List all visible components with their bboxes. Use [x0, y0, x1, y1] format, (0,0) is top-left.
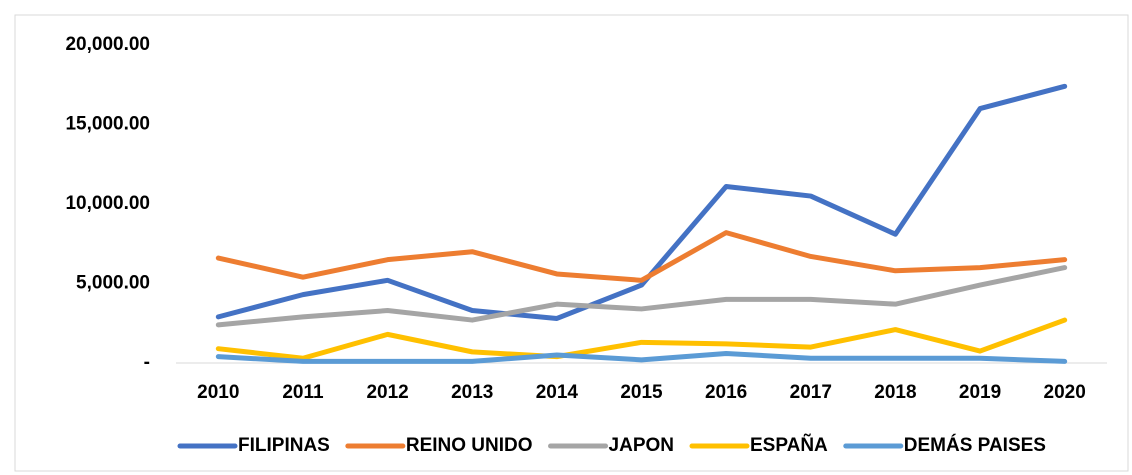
x-tick-label: 2011 — [282, 382, 324, 403]
series-line — [215, 83, 1068, 321]
y-tick-label: - — [144, 352, 150, 373]
x-tick-label: 2010 — [197, 382, 239, 403]
chart-border — [14, 14, 1129, 472]
y-tick-label: 15,000.00 — [65, 114, 150, 135]
x-tick-label: 2014 — [536, 382, 579, 403]
x-tick-label: 2013 — [451, 382, 493, 403]
y-tick-label: 20,000.00 — [65, 34, 150, 55]
x-tick-label: 2017 — [790, 382, 832, 403]
legend-label: JAPON — [609, 435, 674, 456]
series-line — [215, 317, 1068, 361]
y-tick-label: 5,000.00 — [76, 273, 150, 294]
x-tick-label: 2015 — [620, 382, 663, 403]
series-line — [215, 350, 1068, 364]
legend-label: ESPAÑA — [750, 434, 828, 456]
y-tick-label: 10,000.00 — [65, 193, 150, 214]
x-tick-label: 2016 — [705, 382, 747, 403]
x-tick-label: 2012 — [366, 382, 408, 403]
x-tick-label: 2018 — [874, 382, 916, 403]
series-line — [215, 230, 1068, 283]
x-tick-label: 2019 — [959, 382, 1001, 403]
legend-label: FILIPINAS — [238, 435, 330, 456]
legend-label: REINO UNIDO — [406, 435, 533, 456]
series-line — [215, 265, 1068, 328]
legend-label: DEMÁS PAISES — [904, 434, 1046, 456]
x-tick-label: 2020 — [1044, 382, 1086, 403]
